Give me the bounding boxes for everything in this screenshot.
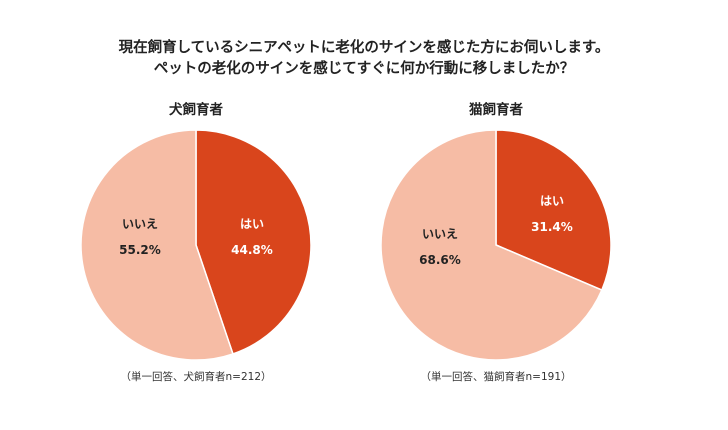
pie-0-slice-0-value: 44.8%: [231, 243, 273, 257]
pie-0-note: （単一回答、犬飼育者n=212）: [121, 370, 272, 383]
pie-1-slice-1: [380, 129, 603, 361]
pie-1-slice-1-label: いいえ: [422, 227, 458, 241]
pie-1-slice-0-value: 31.4%: [531, 220, 573, 234]
pie-1-slice-0-label: はい: [540, 194, 564, 208]
main-title: 現在飼育しているシニアペットに老化のサインを感じた方にお伺いします。 ペットの老…: [0, 38, 728, 80]
pie-1-note: （単一回答、猫飼育者n=191）: [421, 370, 572, 383]
pie-0-slice-0: [195, 129, 312, 355]
main-title-line-2: ペットの老化のサインを感じてすぐに何か行動に移しましたか？: [153, 61, 575, 77]
pie-0-slice-0-label: はい: [240, 217, 264, 231]
pie-0-title: 犬飼育者: [169, 101, 223, 118]
pie-0-slice-1: [80, 129, 234, 361]
pie-1-slice-0: [495, 129, 612, 291]
pie-1-slice-1-value: 68.6%: [419, 253, 461, 267]
pie-0-slice-1-value: 55.2%: [119, 243, 161, 257]
main-title-line-1: 現在飼育しているシニアペットに老化のサインを感じた方にお伺いします。: [118, 40, 610, 56]
pie-0-slice-1-label: いいえ: [122, 217, 158, 231]
pie-1-title: 猫飼育者: [469, 101, 523, 118]
